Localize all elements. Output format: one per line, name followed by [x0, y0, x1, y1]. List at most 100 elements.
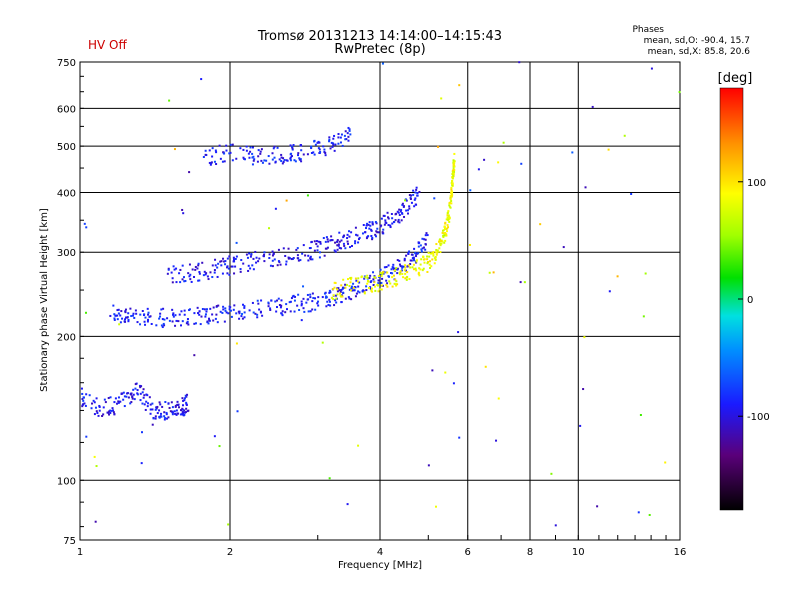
echo-point	[328, 291, 331, 294]
y-tick-label: 75	[63, 536, 76, 547]
echo-point	[448, 216, 451, 219]
echo-point	[175, 267, 178, 270]
echo-point	[450, 186, 453, 189]
echo-point	[302, 307, 305, 310]
echo-point	[186, 393, 189, 396]
echo-point	[394, 219, 397, 222]
echo-point	[417, 252, 420, 255]
echo-point	[395, 212, 398, 215]
noise-point	[302, 285, 305, 288]
echo-point	[383, 266, 386, 269]
echo-point	[252, 257, 255, 260]
echo-point	[422, 246, 425, 249]
echo-point	[330, 235, 333, 238]
echo-point	[273, 258, 276, 261]
echo-point	[220, 264, 223, 267]
echo-point	[369, 274, 372, 277]
echo-point	[193, 312, 196, 315]
noise-point	[118, 323, 121, 326]
noise-point	[306, 194, 309, 197]
echo-point	[413, 259, 416, 262]
echo-point	[323, 254, 326, 257]
echo-point	[294, 160, 297, 163]
echo-point	[323, 148, 326, 151]
echo-point	[127, 320, 130, 323]
echo-point	[247, 152, 250, 155]
echo-point	[187, 272, 190, 275]
echo-point	[374, 285, 377, 288]
echo-point	[381, 284, 384, 287]
echo-point	[94, 406, 97, 409]
echo-point	[159, 315, 162, 318]
echo-point	[261, 314, 264, 317]
echo-point	[332, 137, 335, 140]
echo-point	[407, 264, 410, 267]
noise-point	[433, 197, 436, 200]
echo-point	[154, 408, 157, 411]
echo-point	[132, 312, 135, 315]
echo-point	[171, 413, 174, 416]
echo-point	[396, 268, 399, 271]
echo-point	[126, 392, 129, 395]
echo-point	[363, 292, 366, 295]
noise-point	[236, 410, 239, 413]
echo-point	[158, 415, 161, 418]
echo-point	[82, 396, 85, 399]
echo-point	[332, 288, 335, 291]
echo-point	[445, 227, 448, 230]
echo-point	[198, 272, 201, 275]
echo-point	[298, 157, 301, 160]
echo-point	[211, 276, 214, 279]
echo-point	[217, 304, 220, 307]
echo-point	[427, 261, 430, 264]
noise-point	[141, 431, 144, 434]
echo-point	[119, 314, 122, 317]
echo-point	[365, 227, 368, 230]
echo-point	[289, 156, 292, 159]
echo-point	[380, 273, 383, 276]
noise-point	[458, 84, 461, 87]
echo-point	[370, 234, 373, 237]
echo-point	[158, 317, 161, 320]
echo-point	[326, 246, 329, 249]
echo-point	[412, 193, 415, 196]
colorbar-label: [deg]	[718, 71, 753, 86]
echo-point	[129, 307, 132, 310]
echo-point	[360, 276, 363, 279]
echo-point	[346, 237, 349, 240]
echo-point	[330, 141, 333, 144]
echo-point	[116, 309, 119, 312]
echo-point	[349, 277, 352, 280]
echo-point	[278, 158, 281, 161]
echo-point	[291, 147, 294, 150]
echo-point	[201, 308, 204, 311]
echo-point	[441, 229, 444, 232]
echo-point	[160, 308, 163, 311]
noise-point	[328, 477, 331, 480]
echo-point	[155, 407, 158, 410]
echo-point	[347, 126, 350, 129]
echo-point	[333, 286, 336, 289]
echo-point	[222, 305, 225, 308]
echo-point	[178, 406, 181, 409]
echo-point	[453, 170, 456, 173]
echo-point	[191, 268, 194, 271]
echo-point	[232, 260, 235, 263]
echo-point	[412, 263, 415, 266]
y-tick-label: 100	[57, 476, 76, 487]
echo-point	[355, 292, 358, 295]
echo-point	[346, 278, 349, 281]
echo-point	[338, 289, 341, 292]
noise-point	[341, 295, 344, 298]
echo-point	[109, 409, 112, 412]
noise-point	[518, 61, 521, 64]
echo-point	[371, 223, 374, 226]
noise-point	[520, 162, 523, 165]
echo-point	[231, 143, 234, 146]
echo-point	[362, 224, 365, 227]
echo-point	[274, 300, 277, 303]
echo-point	[312, 151, 315, 154]
echo-point	[412, 256, 415, 259]
echo-point	[361, 232, 364, 235]
echo-point	[293, 299, 296, 302]
